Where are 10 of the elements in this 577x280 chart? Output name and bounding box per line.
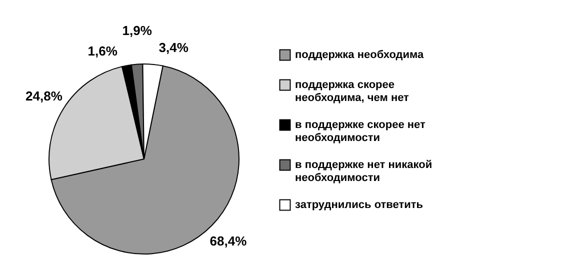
data-label: 3,4% <box>158 40 189 55</box>
legend-label: поддержка скорее необходима, чем нет <box>295 79 410 104</box>
legend-label: затруднились ответить <box>295 199 424 211</box>
legend-label: в поддержке скорее нет необходимости <box>295 119 426 144</box>
legend-label: поддержка необходима <box>295 49 425 61</box>
legend-label: в поддержке нет никакой необходимости <box>295 159 432 184</box>
data-label: 68,4% <box>210 234 248 249</box>
data-label: 1,6% <box>88 44 118 59</box>
data-label: 1,9% <box>122 23 152 38</box>
data-label: 24,8% <box>26 88 63 104</box>
